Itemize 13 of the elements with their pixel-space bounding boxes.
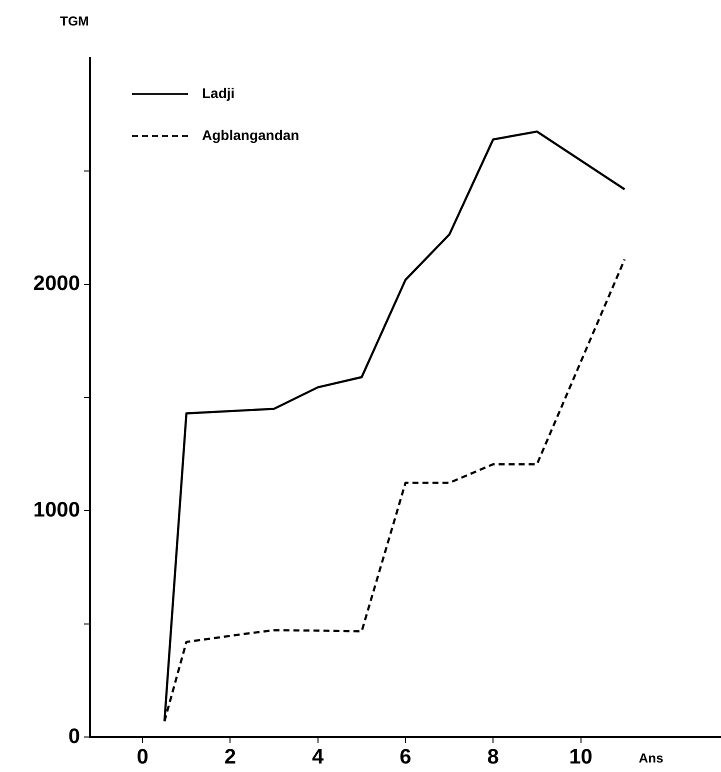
- y-tick-label: 0: [68, 724, 80, 748]
- x-tick-label: 4: [312, 745, 324, 768]
- y-tick-label: 1000: [33, 498, 80, 522]
- x-tick-label: 0: [136, 745, 148, 768]
- y-tick-label: 2000: [33, 272, 80, 296]
- x-tick-label: 10: [569, 745, 592, 768]
- x-axis-title: Ans: [638, 750, 664, 766]
- x-tick-label: 8: [487, 745, 500, 768]
- legend-label: Ladji: [202, 84, 235, 101]
- x-tick-label: 2: [224, 745, 236, 768]
- x-tick-label: 6: [400, 745, 412, 768]
- legend-label: Agblangandan: [202, 126, 300, 143]
- y-axis-title: TGM: [60, 14, 89, 29]
